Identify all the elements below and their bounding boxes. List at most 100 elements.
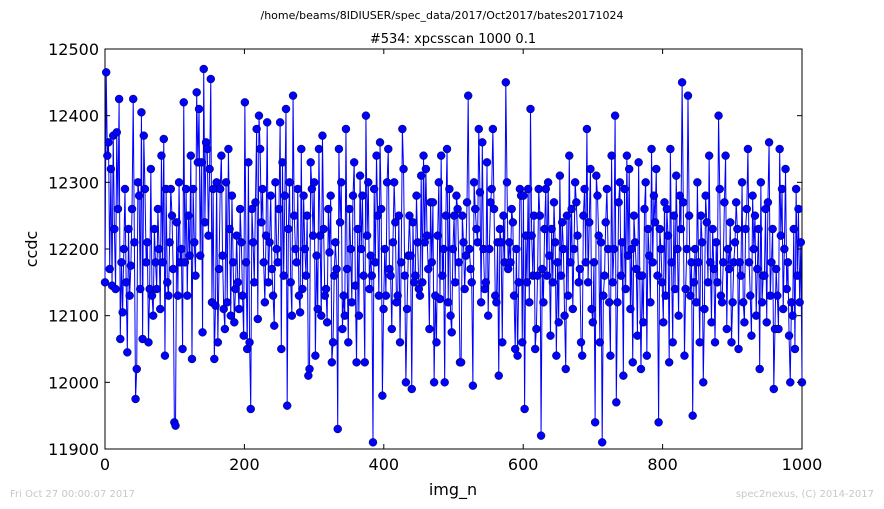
data-point [733,224,742,234]
data-point [287,311,297,320]
data-point [378,391,387,400]
data-point [554,318,563,327]
data-point [405,211,414,220]
data-point [224,144,233,154]
data-point [288,91,298,100]
data-point [775,144,784,154]
data-point [782,284,791,294]
data-point [179,98,188,107]
data-point [293,184,302,194]
data-point [204,231,213,240]
data-point [212,178,221,187]
data-point [381,291,391,300]
data-point [438,271,447,280]
data-point [514,278,523,287]
data-point [630,238,640,247]
data-point [623,251,633,260]
data-point [756,178,766,187]
data-point [196,251,205,260]
data-point [364,178,373,187]
data-point [532,324,541,334]
data-point [194,104,204,114]
data-point [629,211,639,220]
data-point [148,311,158,320]
data-point [355,171,365,180]
data-point [153,204,163,214]
data-point [690,244,700,254]
data-point [187,354,197,364]
data-point [781,164,790,174]
data-point [734,344,743,354]
data-point [588,318,597,327]
data-point [610,111,620,120]
data-point [498,338,507,347]
data-point [699,378,708,387]
data-point [778,304,788,314]
data-point [177,244,186,254]
data-point [461,251,471,260]
data-point [413,238,422,247]
data-point [572,198,581,207]
data-point [650,218,660,227]
data-point [662,204,672,214]
data-point [519,191,528,200]
data-point [297,144,306,154]
data-point [394,211,404,220]
data-point [715,184,724,194]
data-point [619,371,628,380]
data-point [347,298,357,307]
data-point [773,291,782,300]
data-point [341,124,351,134]
data-point [581,258,590,267]
data-point [165,238,174,247]
data-point [306,158,315,167]
data-point [419,151,428,160]
data-point [640,204,649,214]
data-point [340,311,349,320]
data-point [543,178,553,187]
data-point [684,211,694,220]
data-point [712,238,721,247]
data-point [704,151,714,160]
data-point [754,224,763,234]
data-point [412,191,421,200]
data-point [210,354,219,364]
data-point [126,261,136,270]
y-tick-label: 11900 [48,440,99,459]
data-point [218,251,227,260]
data-point [200,218,210,227]
data-point [164,291,173,300]
data-point [279,271,288,280]
data-point [428,198,438,207]
data-point [354,311,364,320]
data-point [743,144,753,154]
data-point [622,151,632,160]
data-point [225,224,234,234]
data-point [657,278,667,287]
data-point [285,178,294,187]
data-point [105,264,114,274]
data-point [721,151,730,160]
data-point [681,284,690,294]
data-point [634,158,643,167]
data-point [589,258,599,267]
data-point [159,134,168,144]
data-point [188,184,198,194]
data-point [436,151,446,160]
data-point [197,158,206,167]
series-layer [100,64,807,447]
data-point [654,418,663,427]
data-point [328,338,338,347]
data-point [641,178,650,187]
data-point [358,191,367,200]
data-point [205,164,214,174]
data-point [264,278,273,287]
data-point [290,211,299,220]
data-point [763,198,773,207]
data-point [339,291,348,300]
data-point [587,304,596,314]
data-point [593,191,602,200]
data-point [312,251,321,260]
data-point [647,144,656,154]
